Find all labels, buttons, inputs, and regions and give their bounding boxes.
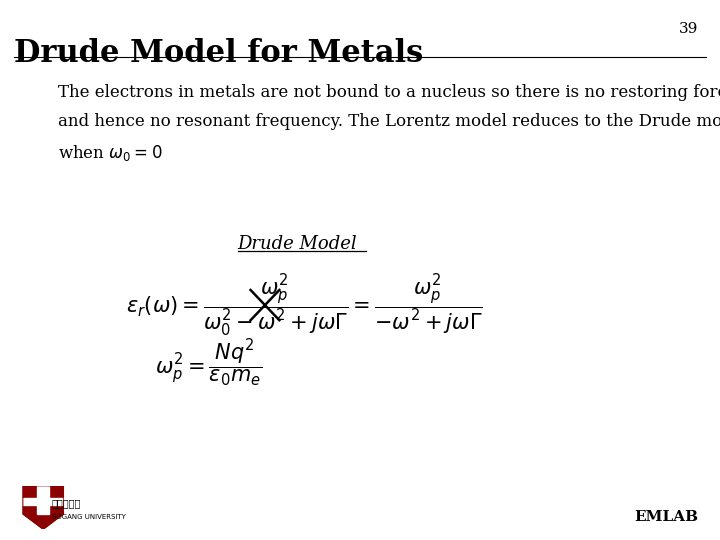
Text: 39: 39 bbox=[679, 22, 698, 36]
Text: Drude Model: Drude Model bbox=[238, 235, 357, 253]
Text: EMLAB: EMLAB bbox=[634, 510, 698, 524]
Polygon shape bbox=[37, 486, 49, 514]
Text: $\varepsilon_r\left(\omega\right) = \dfrac{\omega_p^2}{\omega_0^2 - \omega^2 + j: $\varepsilon_r\left(\omega\right) = \dfr… bbox=[126, 273, 483, 339]
Text: Drude Model for Metals: Drude Model for Metals bbox=[14, 38, 423, 69]
Text: $\omega_p^2 = \dfrac{Nq^2}{\varepsilon_0 m_e}$: $\omega_p^2 = \dfrac{Nq^2}{\varepsilon_0… bbox=[155, 338, 262, 389]
Text: and hence no resonant frequency. The Lorentz model reduces to the Drude model: and hence no resonant frequency. The Lor… bbox=[58, 113, 720, 130]
Polygon shape bbox=[23, 486, 63, 529]
Text: SOGANG UNIVERSITY: SOGANG UNIVERSITY bbox=[52, 514, 126, 520]
Text: 서강대학교: 서강대학교 bbox=[52, 498, 81, 509]
Polygon shape bbox=[23, 498, 63, 505]
Text: when $\omega_0 = 0$: when $\omega_0 = 0$ bbox=[58, 143, 162, 163]
Text: The electrons in metals are not bound to a nucleus so there is no restoring forc: The electrons in metals are not bound to… bbox=[58, 84, 720, 100]
